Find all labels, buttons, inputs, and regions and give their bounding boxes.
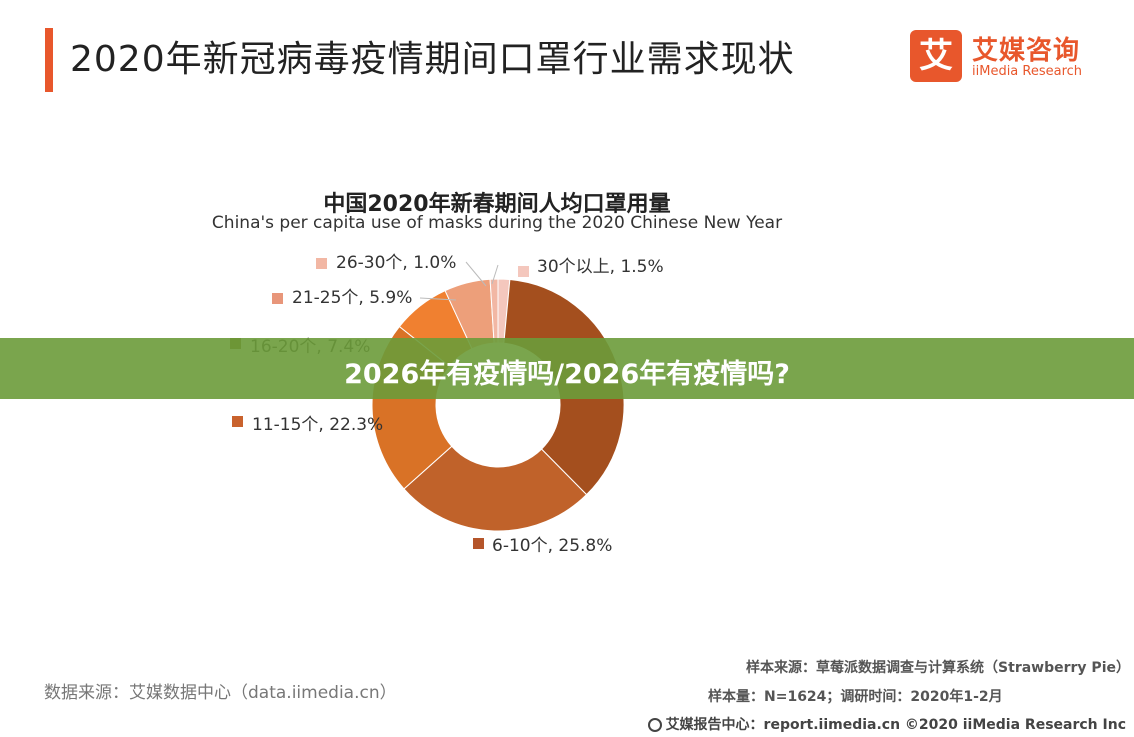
leader-line-21-25个 (419, 297, 457, 301)
logo-mark-icon: 艾 (910, 30, 962, 82)
footer-credit: 艾媒报告中心：report.iimedia.cn ©2020 iiMedia R… (647, 714, 1126, 734)
logo-name-cn: 艾媒咨询 (972, 36, 1081, 66)
legend-marker-6-10个 (473, 538, 484, 549)
data-label-6-10个: 6-10个, 25.8% (492, 536, 612, 556)
chart-subtitle: China's per capita use of masks during t… (211, 213, 783, 233)
globe-icon (647, 718, 662, 732)
data-label-21-25个: 21-25个, 5.9% (292, 288, 412, 308)
sample-size: 样本量：N=1624；调研时间：2020年1-2月 (708, 689, 1003, 705)
data-label-30个以上: 30个以上, 1.5% (537, 257, 664, 277)
data-source: 数据来源：艾媒数据中心（data.iimedia.cn） (44, 683, 397, 703)
sample-source: 样本来源：草莓派数据调查与计算系统（Strawberry Pie） (746, 660, 1130, 676)
legend-marker-26-30个 (316, 258, 327, 269)
title-accent-bar (45, 28, 53, 92)
leader-line-30个以上 (491, 264, 499, 285)
legend-marker-21-25个 (272, 293, 283, 304)
iimedia-logo: 艾 艾媒咨询 iiMedia Research (910, 30, 1110, 86)
slice-6-10个 (403, 445, 588, 532)
footer-text: 艾媒报告中心：report.iimedia.cn ©2020 iiMedia R… (665, 717, 1126, 733)
legend-marker-30个以上 (518, 266, 529, 277)
overlay-banner (0, 338, 1134, 399)
leader-line-26-30个 (465, 261, 487, 287)
chart-title: 中国2020年新春期间人均口罩用量 (323, 192, 671, 217)
data-label-26-30个: 26-30个, 1.0% (336, 253, 456, 273)
legend-marker-11-15个 (232, 416, 243, 427)
data-label-11-15个: 11-15个, 22.3% (252, 415, 383, 435)
logo-name-en: iiMedia Research (972, 64, 1083, 79)
overlay-banner-text: 2026年有疫情吗/2026年有疫情吗? (344, 359, 790, 390)
page-title: 2020年新冠病毒疫情期间口罩行业需求现状 (70, 39, 795, 80)
